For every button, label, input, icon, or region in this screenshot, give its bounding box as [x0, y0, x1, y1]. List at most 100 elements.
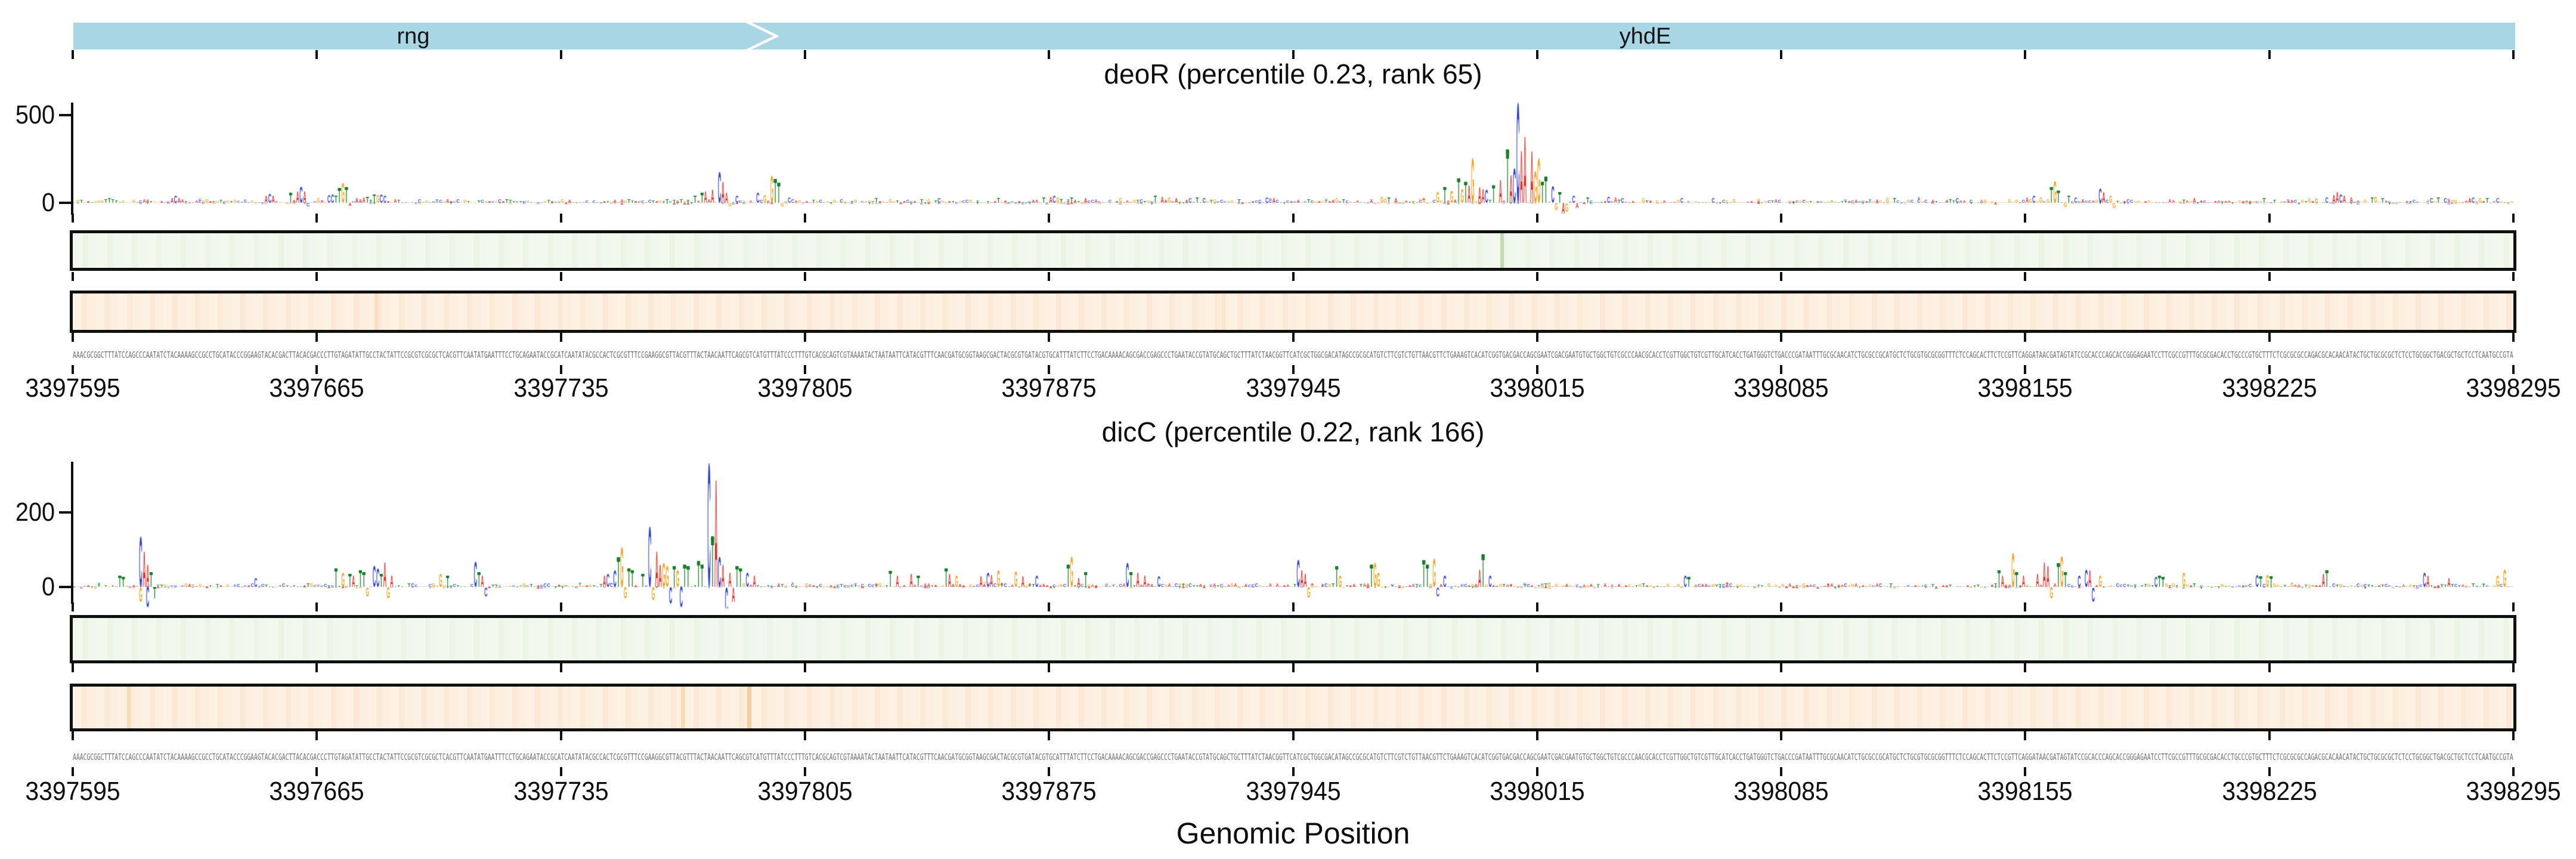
ruler-tick: [2268, 767, 2271, 776]
ruler-tick: [2268, 333, 2271, 342]
ruler-tick: [1048, 767, 1051, 776]
ruler-tick: [803, 767, 806, 776]
x-axis-tick-label: 3397805: [757, 777, 853, 806]
orange-strip-dicc: [70, 684, 2516, 731]
x-axis-tick-label: 3398225: [2222, 373, 2317, 403]
gene-shape-rng: [73, 23, 774, 50]
ruler-tick: [2512, 333, 2515, 342]
ruler-tick: [1048, 731, 1051, 740]
x-axis-tick-label: 3397875: [1001, 373, 1097, 403]
ruler-tick: [803, 333, 806, 342]
ruler-tick: [2024, 365, 2027, 374]
ruler-tick: [2024, 731, 2027, 740]
ruler-tick: [1780, 365, 1783, 374]
ruler-tick: [1780, 50, 1783, 59]
ruler-tick: [2512, 272, 2515, 281]
ruler-tick: [315, 272, 318, 281]
track-title-dicc: dicC (percentile 0.22, rank 166): [1101, 416, 1485, 447]
x-axis-tick-label: 3397665: [269, 373, 364, 403]
x-axis-tick-label: 3398155: [1977, 777, 2073, 806]
ruler-tick: [1535, 365, 1538, 374]
x-axis-tick-label: 3398085: [1733, 777, 1829, 806]
ruler-tick: [559, 272, 562, 281]
ruler-tick: [315, 365, 318, 374]
x-axis-tick-label: 3398015: [1490, 373, 1585, 403]
ruler-tick: [72, 767, 74, 776]
ruler-tick: [2512, 50, 2515, 59]
ruler-tick: [559, 333, 562, 342]
ruler-tick: [1048, 663, 1051, 672]
ruler-tick: [1292, 50, 1295, 59]
ruler-tick: [1048, 50, 1051, 59]
x-axis-tick-label: 3398155: [1977, 373, 2073, 403]
orange-accent-line: [680, 687, 685, 728]
ruler-tick: [72, 333, 74, 342]
ruler-tick: [1535, 663, 1538, 672]
x-axis-labels-deor: 3397595 3397665 3397735 3397805 3397875 33979…: [0, 375, 2576, 403]
x-axis-tick-label: 3397665: [269, 777, 364, 806]
ruler-tick: [315, 333, 318, 342]
x-axis-labels-dicc: 3397595 3397665 3397735 3397805 3397875 33979…: [0, 778, 2576, 807]
ruler-tick: [559, 365, 562, 374]
ruler-tick: [2512, 731, 2515, 740]
ruler-tick: [315, 731, 318, 740]
x-axis-tick-label: 3398295: [2466, 373, 2561, 403]
ruler-tick: [2268, 50, 2271, 59]
x-axis-tick-label: 3398085: [1733, 373, 1829, 403]
ruler-tick: [2268, 272, 2271, 281]
ruler-tick: [1535, 333, 1538, 342]
gene-label-yhde: yhdE: [1619, 24, 1671, 49]
x-axis-title: Genomic Position: [1176, 817, 1410, 850]
ruler-tick: [1292, 767, 1295, 776]
x-axis-tick-label: 3397595: [25, 373, 120, 403]
ruler-tick: [1780, 272, 1783, 281]
ruler-tick: [1048, 333, 1051, 342]
green-strip-dicc: [70, 615, 2516, 663]
x-axis-tick-label: 3398295: [2466, 777, 2561, 806]
ruler-tick: [559, 50, 562, 59]
orange-strip-deor: [70, 291, 2516, 333]
ruler-tick: [1780, 731, 1783, 740]
ruler-tick: [803, 272, 806, 281]
ruler-tick: [72, 731, 74, 740]
ruler-tick: [2512, 663, 2515, 672]
x-axis-tick-label: 3397735: [513, 373, 609, 403]
ruler-tick: [1292, 365, 1295, 374]
ruler-tick: [315, 50, 318, 59]
ruler-tick: [1780, 663, 1783, 672]
ruler-tick: [803, 663, 806, 672]
orange-accent-line: [1221, 293, 1225, 330]
ruler-tick: [2268, 663, 2271, 672]
ruler-tick: [1780, 333, 1783, 342]
dna-sequence-strip-deor: AAACGCGGCTTTATCCAGCCCAATATCTACAAAAGCCGCC…: [73, 350, 2513, 360]
ruler-tick: [2268, 365, 2271, 374]
ruler-tick: [559, 731, 562, 740]
orange-accent-line: [374, 293, 378, 330]
orange-accent-line: [126, 687, 131, 728]
ruler-tick: [1535, 272, 1538, 281]
ruler-tick: [72, 663, 74, 672]
ruler-tick: [1292, 333, 1295, 342]
gene-annotation-bar: [0, 23, 2576, 50]
ruler-tick: [1535, 731, 1538, 740]
dna-sequence-strip-dicc: AAACGCGGCTTTATCCAGCCCAATATCTACAAAAGCCGCC…: [73, 752, 2513, 762]
ruler-tick: [1535, 767, 1538, 776]
x-axis-tick-label: 3397735: [513, 777, 609, 806]
ruler-tick: [1048, 365, 1051, 374]
x-axis-tick-label: 3397805: [757, 373, 853, 403]
green-accent-line: [1500, 233, 1504, 268]
gene-shape-yhde: [751, 23, 2515, 50]
ruler-tick: [1780, 767, 1783, 776]
ruler-tick: [2024, 272, 2027, 281]
x-axis-tick-label: 3397595: [25, 777, 120, 806]
ruler-tick: [2512, 365, 2515, 374]
ruler-tick: [803, 50, 806, 59]
ruler-tick: [1292, 731, 1295, 740]
x-axis-tick-label: 3398225: [2222, 777, 2317, 806]
orange-accent-line: [747, 687, 751, 728]
sequence-logo-dicc: [0, 453, 2576, 608]
ruler-tick: [559, 663, 562, 672]
ruler-tick: [2024, 767, 2027, 776]
ruler-tick: [315, 663, 318, 672]
x-axis-tick-label: 3397945: [1245, 777, 1341, 806]
